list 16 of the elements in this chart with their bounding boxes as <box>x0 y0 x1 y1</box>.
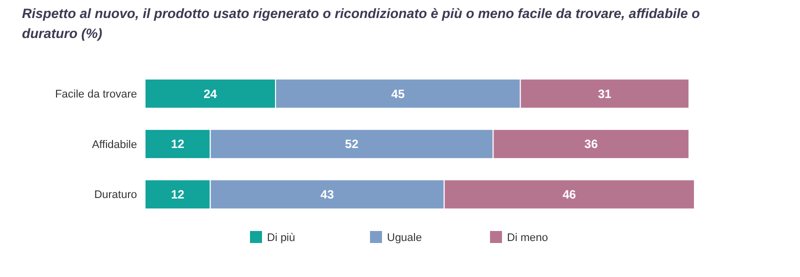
data-label: 43 <box>320 188 334 202</box>
data-label: 12 <box>170 188 185 202</box>
data-label: 46 <box>562 188 576 202</box>
data-label: 36 <box>584 137 598 152</box>
data-label: 31 <box>598 86 612 101</box>
chart-title: Rispetto al nuovo, il prodotto usato rigenerato o ricondizionato è più o meno facile da trovare, affidabile o duraturo (%) <box>22 6 700 41</box>
y-tick-label: Affidabile <box>92 138 137 151</box>
data-label: 52 <box>345 137 359 152</box>
legend-label: Di più <box>267 232 296 244</box>
legend-label: Uguale <box>387 232 422 244</box>
data-label: 45 <box>391 86 405 101</box>
data-label: 24 <box>204 86 218 101</box>
data-label: 12 <box>170 137 185 152</box>
legend-label: Di meno <box>507 232 548 244</box>
y-tick-label: Facile da trovare <box>55 88 137 100</box>
y-tick-label: Duraturo <box>94 189 137 202</box>
